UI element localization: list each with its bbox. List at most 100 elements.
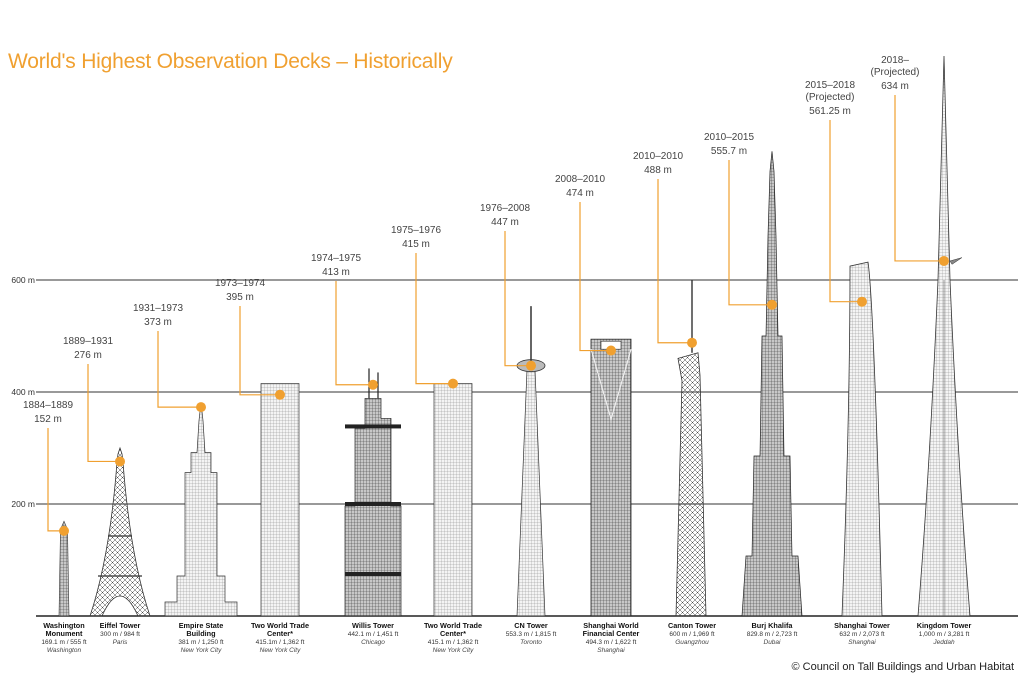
building-height: 442.1 m / 1,451 ft (348, 631, 399, 638)
deck-dot (939, 255, 949, 266)
building-name: Canton Tower (668, 621, 716, 630)
deck-height-label: 555.7 m (711, 146, 747, 157)
building-4 (344, 368, 402, 617)
page-title: World's Highest Observation Decks – Hist… (8, 50, 453, 73)
deck-dot (275, 389, 285, 400)
building-height: 553.3 m / 1,815 ft (506, 631, 557, 638)
annotation-4: 1974–1975 413 m (311, 253, 361, 278)
deck-dot (857, 296, 867, 307)
swfc-shape (590, 338, 632, 617)
deck-height-label: 474 m (566, 188, 594, 199)
deck-marker-8 (657, 179, 697, 348)
period-label-1: 2018– (881, 55, 909, 66)
period-label-2: (Projected) (871, 67, 920, 78)
swfc-edge (590, 349, 632, 422)
deck-marker-2 (157, 331, 206, 413)
axis-label-400: 400 m (11, 387, 35, 397)
deck-height-label: 415 m (402, 239, 430, 250)
deck-dot (687, 337, 697, 348)
building-name-2: Building (186, 629, 215, 638)
building-height: 1,000 m / 3,281 ft (919, 631, 970, 638)
deck-marker-1 (87, 364, 125, 467)
annotation-2: 1931–1973 373 m (133, 303, 183, 328)
leader-line (829, 120, 862, 303)
shtower-shape (841, 261, 883, 617)
leader-line (335, 281, 373, 386)
building-name: Burj Khalifa (752, 621, 794, 630)
willis-shape (344, 398, 402, 617)
annotation-0: 1884–1889 152 m (23, 400, 73, 425)
building-city: Paris (113, 639, 129, 646)
annotation-7: 2008–2010 474 m (555, 174, 605, 199)
period-label: 1889–1931 (63, 336, 113, 347)
deck-marker-3 (239, 306, 285, 400)
building-name-1: Two World Trade (251, 621, 309, 630)
deck-marker-6 (504, 231, 536, 371)
deck-height-label: 634 m (881, 81, 909, 92)
leader-line (728, 160, 772, 306)
deck-marker-9 (728, 160, 777, 310)
deck-marker-4 (335, 281, 378, 390)
deck-dot (767, 299, 777, 310)
building-name: Kingdom Tower (917, 621, 972, 630)
leader-line (657, 179, 692, 344)
annotation-5: 1975–1976 415 m (391, 225, 441, 250)
building-height: 600 m / 1,969 ft (669, 631, 714, 638)
annotation-8: 2010–2010 488 m (633, 151, 683, 176)
deck-dot (59, 525, 69, 536)
building-height: 169.1 m / 555 ft (41, 639, 86, 646)
deck-height-label: 395 m (226, 292, 254, 303)
building-height: 415.1m / 1,362 ft (256, 639, 305, 646)
building-height: 381 m / 1,250 ft (178, 639, 223, 646)
building-name-1: Two World Trade (424, 621, 482, 630)
deck-height-label: 488 m (644, 165, 672, 176)
building-8 (675, 280, 707, 617)
building-name-2: Center* (267, 629, 293, 638)
building-2 (164, 402, 238, 617)
period-label: 1931–1973 (133, 303, 183, 314)
deck-dot (526, 360, 536, 371)
building-name-1: Washington (43, 621, 84, 630)
period-label: 1974–1975 (311, 253, 361, 264)
leader-line (157, 331, 201, 408)
deck-height-label: 561.25 m (809, 106, 851, 117)
willis-band-1 (345, 502, 401, 506)
building-name-1: Empire State (179, 621, 224, 630)
deck-dot (196, 402, 206, 413)
building-city: Shanghai (848, 639, 876, 646)
deck-marker-10 (829, 120, 867, 307)
period-label: 2010–2010 (633, 151, 683, 162)
building-height: 494.3 m / 1,622 ft (586, 639, 637, 646)
canton-shape (675, 352, 707, 617)
leader-line (239, 306, 280, 396)
building-city: Jeddah (932, 639, 955, 646)
axis-label-600: 600 m (11, 275, 35, 285)
empire-shape (164, 402, 238, 617)
deck-marker-0 (47, 428, 69, 536)
building-city: Toronto (520, 639, 542, 646)
building-10 (841, 261, 883, 617)
deck-dot (115, 456, 125, 467)
building-height: 829.8 m / 2,723 ft (747, 631, 798, 638)
building-name-2: Center* (440, 629, 466, 638)
period-label-2: (Projected) (806, 92, 855, 103)
obelisk-shape (58, 520, 70, 617)
building-city: Guangzhou (675, 639, 709, 646)
willis-band-2 (345, 424, 401, 429)
tower-shape (260, 383, 300, 617)
building-city: New York City (433, 647, 474, 654)
annotation-9: 2010–2015 555.7 m (704, 132, 754, 157)
leader-line (579, 202, 611, 352)
building-name: Shanghai Tower (834, 621, 890, 630)
building-name: Willis Tower (352, 621, 394, 630)
deck-dot (448, 378, 458, 389)
